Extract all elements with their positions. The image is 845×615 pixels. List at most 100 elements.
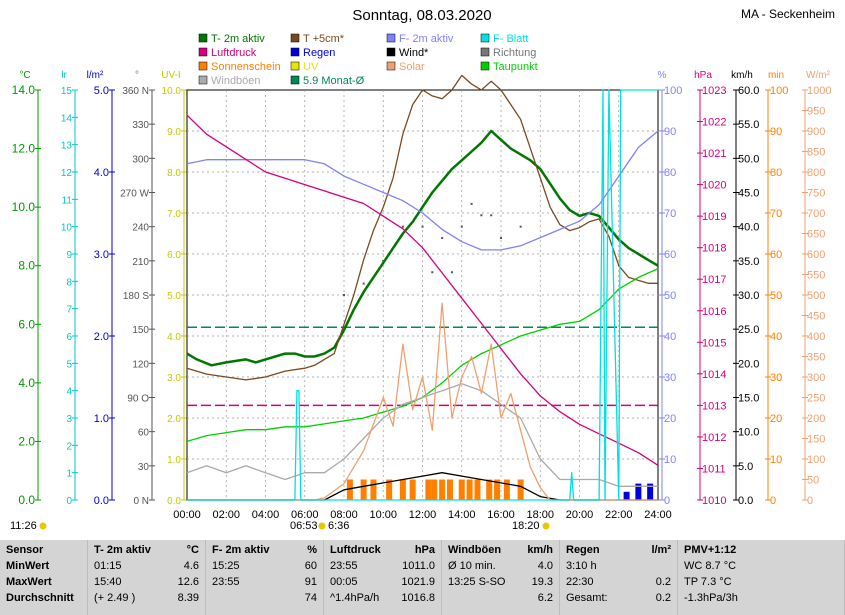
- tick-label: 750: [807, 188, 825, 200]
- tick-label: 5: [66, 359, 72, 370]
- sunrise-icon: [318, 522, 326, 530]
- legend-swatch: [386, 47, 396, 57]
- axis-unit: l/m²: [87, 70, 104, 81]
- direction-point: [401, 225, 404, 228]
- tick-label: 360 N: [122, 86, 149, 97]
- sunrise2-label: 6:36: [328, 520, 349, 532]
- stats-header: T- 2m aktiv °C: [94, 544, 199, 560]
- legend-label: T- 2m aktiv: [211, 33, 265, 45]
- tick-label: 950: [807, 106, 825, 118]
- stats-row: 15:40 12.6: [94, 576, 199, 592]
- tick-label: 800: [807, 167, 825, 179]
- stats-header: Luftdruck hPa: [330, 544, 435, 560]
- stats-cell: 1011.0: [402, 560, 435, 572]
- stats-header-cell: T- 2m aktiv: [94, 544, 151, 556]
- tick-label: 1019: [702, 211, 726, 223]
- tick-label: 30: [138, 462, 150, 473]
- tick-label: 60: [664, 249, 676, 261]
- stats-cell: TP 7.3 °C: [684, 576, 732, 588]
- stats-cell: 0.2: [655, 576, 671, 588]
- direction-point: [500, 237, 502, 240]
- time-tick-label: 10:00: [369, 509, 397, 521]
- tick-label: 0.0: [167, 496, 181, 507]
- tick-label: 400: [807, 331, 825, 343]
- tick-label: 100: [664, 85, 682, 97]
- legend-label: Taupunkt: [493, 61, 538, 73]
- tick-label: 300: [132, 154, 149, 165]
- bar-mark: [370, 479, 377, 500]
- tick-label: 300: [807, 372, 825, 384]
- tick-label: 80: [664, 167, 676, 179]
- legend-swatch: [480, 47, 490, 57]
- tick-label: 150: [807, 434, 825, 446]
- series-line: [186, 114, 659, 466]
- stats-cell: 00:05: [330, 576, 358, 588]
- tick-label: 11: [62, 195, 73, 206]
- left-time-label: 11:26: [10, 520, 37, 532]
- legend: T- 2m aktiv T +5cm* F- 2m aktiv F- Blatt Luf…: [19, 33, 830, 87]
- tick-label: 550: [807, 270, 825, 282]
- tick-label: 0 N: [133, 496, 149, 507]
- time-tick-label: 08:00: [330, 509, 358, 521]
- tick-label: 0: [807, 495, 813, 507]
- stats-column: Windböen km/h Ø 10 min. 4.0 13:25 S-SO 19.3 6.…: [442, 540, 560, 615]
- tick-label: 9.0: [167, 127, 181, 138]
- stats-cell: 23:55: [212, 576, 240, 588]
- stats-row: 13:25 S-SO 19.3: [448, 576, 553, 592]
- tick-label: 14.0: [12, 83, 36, 97]
- axis-unit: °C: [19, 70, 30, 81]
- tick-label: 50.0: [738, 153, 759, 165]
- stats-row: Durchschnitt: [6, 592, 81, 608]
- tick-label: 55.0: [738, 119, 759, 131]
- direction-point: [490, 214, 493, 217]
- tick-label: 4.0: [94, 167, 109, 179]
- bar-mark: [431, 479, 438, 500]
- tick-label: 5.0: [94, 85, 109, 97]
- time-tick-label: 00:00: [173, 509, 201, 521]
- stats-row: (+ 2.49 ) 8.39: [94, 592, 199, 608]
- direction-point: [480, 214, 483, 217]
- time-tick-label: 16:00: [487, 509, 515, 521]
- time-tick-label: 14:00: [448, 509, 476, 521]
- bar-mark: [635, 483, 642, 500]
- bar-mark: [494, 479, 501, 500]
- tick-label: 50: [664, 290, 676, 302]
- stats-header: Windböen km/h: [448, 544, 553, 560]
- legend-label: Windböen: [211, 75, 261, 87]
- tick-label: 1018: [702, 243, 726, 255]
- stats-header-cell: PMV+1:12: [684, 544, 737, 556]
- stats-header-cell: Sensor: [6, 544, 44, 556]
- stats-cell: -1.3hPa/3h: [684, 592, 738, 604]
- tick-label: 1020: [702, 180, 726, 192]
- stats-cell: MaxWert: [6, 576, 52, 588]
- legend-swatch: [290, 47, 300, 57]
- tick-label: 90 O: [127, 394, 149, 405]
- tick-label: 5.0: [738, 461, 753, 473]
- axis-unit: km/h: [731, 70, 753, 81]
- stats-cell: 3:10 h: [566, 560, 597, 572]
- stats-header: Regen l/m²: [566, 544, 671, 560]
- legend-label: Richtung: [493, 47, 536, 59]
- legend-swatch: [198, 33, 208, 43]
- stats-cell: MinWert: [6, 560, 50, 572]
- bar-mark: [474, 479, 481, 500]
- bar-mark: [360, 479, 367, 500]
- time-tick-label: 20:00: [566, 509, 594, 521]
- tick-label: 150: [132, 325, 149, 336]
- series-line: [187, 302, 658, 501]
- tick-label: 0: [66, 496, 72, 507]
- legend-label: F- Blatt: [493, 33, 528, 45]
- stats-cell: 6.2: [537, 592, 553, 604]
- tick-label: 350: [807, 352, 825, 364]
- tick-label: 15.0: [738, 393, 759, 405]
- time-tick-label: 22:00: [605, 509, 633, 521]
- time-tick-label: 24:00: [644, 509, 672, 521]
- tick-label: 40: [664, 331, 676, 343]
- stats-row: MinWert: [6, 560, 81, 576]
- tick-label: 250: [807, 393, 825, 405]
- series-line: [187, 89, 658, 501]
- tick-label: 8.0: [18, 259, 35, 273]
- tick-label: 1016: [702, 306, 726, 318]
- legend-swatch: [290, 33, 300, 43]
- stats-column: T- 2m aktiv °C 01:15 4.6 15:40 12.6 (+ 2.49 ) 8…: [88, 540, 206, 615]
